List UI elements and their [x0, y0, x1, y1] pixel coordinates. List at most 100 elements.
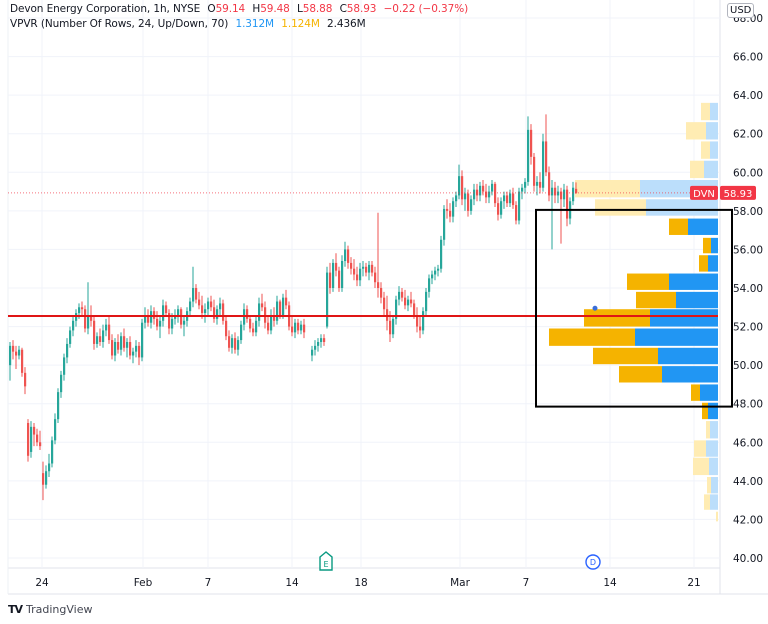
volume-bar-down: [707, 477, 711, 494]
candle-body: [548, 172, 551, 196]
candle-body: [66, 343, 69, 358]
candle-body: [156, 318, 159, 327]
volume-bar-down: [593, 347, 658, 365]
ticker-badge: [690, 185, 718, 200]
candle-body: [57, 392, 60, 420]
candle-body: [434, 270, 437, 275]
price-tick-label: 44.00: [733, 476, 763, 488]
currency-button[interactable]: USD: [727, 3, 755, 18]
time-tick-label: 18: [354, 577, 367, 589]
candle-body: [120, 336, 123, 350]
candle-body: [575, 188, 578, 193]
price-tick-label: 40.00: [733, 553, 763, 565]
candle-body: [332, 262, 335, 288]
volume-bar-up: [646, 199, 718, 216]
candle-body: [195, 288, 198, 300]
volume-bar-up: [676, 291, 718, 309]
candle-body: [572, 187, 575, 202]
candle-body: [449, 210, 452, 217]
candle-body: [282, 297, 285, 315]
candle-body: [461, 176, 464, 200]
candle-body: [503, 195, 506, 202]
candle-body: [219, 303, 222, 310]
candle-body: [377, 282, 380, 288]
candle-body: [398, 291, 401, 300]
indicator-up-volume: 1.312M: [235, 18, 275, 30]
candle-body: [326, 272, 329, 327]
candle-body: [138, 345, 141, 358]
change-value: −0.22 (−0.37%): [383, 3, 469, 15]
last-price-tag[interactable]: DVN 58.93: [690, 185, 756, 200]
volume-bar-up: [706, 122, 718, 140]
poc-marker: [592, 305, 598, 311]
grid-lines: [7, 0, 768, 595]
volume-profile: [549, 102, 718, 522]
candle-body: [476, 189, 479, 196]
candlesticks: [9, 114, 578, 501]
candle-body: [341, 261, 344, 288]
candle-body: [162, 305, 165, 321]
volume-bar-down: [701, 102, 710, 121]
candle-body: [347, 249, 350, 263]
time-axis[interactable]: 24 Feb 7 14 18 Mar 7 14 21: [35, 577, 700, 589]
low-label: L: [297, 3, 303, 15]
candle-body: [87, 315, 90, 329]
price-tick-label: 52.00: [733, 322, 763, 334]
candle-body: [365, 266, 368, 273]
candle-body: [317, 342, 320, 346]
dividend-marker-icon[interactable]: D: [585, 554, 601, 570]
open-label: O: [207, 3, 216, 15]
volume-bar-up: [688, 218, 718, 235]
candle-body: [566, 189, 569, 219]
candle-body: [291, 326, 294, 333]
candle-body: [359, 268, 362, 281]
candle-body: [213, 307, 216, 319]
candle-body: [192, 288, 195, 302]
earnings-marker-icon[interactable]: E: [319, 551, 333, 571]
candle-body: [231, 338, 234, 348]
candle-body: [114, 342, 117, 356]
candle-body: [446, 208, 449, 211]
candle-body: [246, 309, 249, 319]
candle-body: [413, 303, 416, 315]
indicator-total-volume: 2.436M: [327, 18, 366, 30]
candle-body: [404, 297, 407, 306]
candle-body: [201, 305, 204, 314]
candle-body: [198, 299, 201, 306]
candle-body: [132, 351, 135, 356]
highlight-rectangle[interactable]: [535, 208, 733, 408]
candle-body: [54, 419, 57, 441]
candle-body: [9, 345, 12, 366]
candle-body: [33, 426, 36, 435]
time-tick-label: 14: [603, 577, 617, 589]
price-axis[interactable]: 68.0066.0064.0062.0060.0058.0056.0054.00…: [690, 13, 763, 565]
candle-body: [207, 301, 210, 310]
volume-bar-up: [710, 494, 718, 510]
candle-body: [102, 330, 105, 342]
candle-body: [51, 440, 54, 464]
price-tick-label: 66.00: [733, 52, 763, 64]
tradingview-branding[interactable]: TV TradingView: [8, 603, 93, 616]
price-badge-label: 58.93: [724, 189, 753, 200]
candle-body: [78, 307, 81, 314]
candle-body: [189, 301, 192, 312]
candle-body: [557, 191, 560, 196]
candle-body: [183, 320, 186, 325]
candle-body: [533, 156, 536, 186]
symbol-name[interactable]: Devon Energy Corporation, 1h, NYSE: [10, 3, 201, 15]
candle-body: [255, 320, 258, 333]
candle-body: [422, 311, 425, 331]
earnings-label: E: [323, 560, 328, 569]
price-tick-label: 60.00: [733, 167, 763, 179]
indicator-name[interactable]: VPVR (Number Of Rows, 24, Up/Down, 70): [10, 18, 229, 30]
candle-body: [30, 426, 33, 452]
volume-bar-down: [584, 309, 650, 327]
indicator-down-volume: 1.124M: [281, 18, 320, 30]
price-tick-label: 56.00: [733, 244, 763, 256]
candle-body: [395, 299, 398, 319]
candle-body: [479, 185, 482, 196]
volume-bar-up: [650, 309, 718, 327]
